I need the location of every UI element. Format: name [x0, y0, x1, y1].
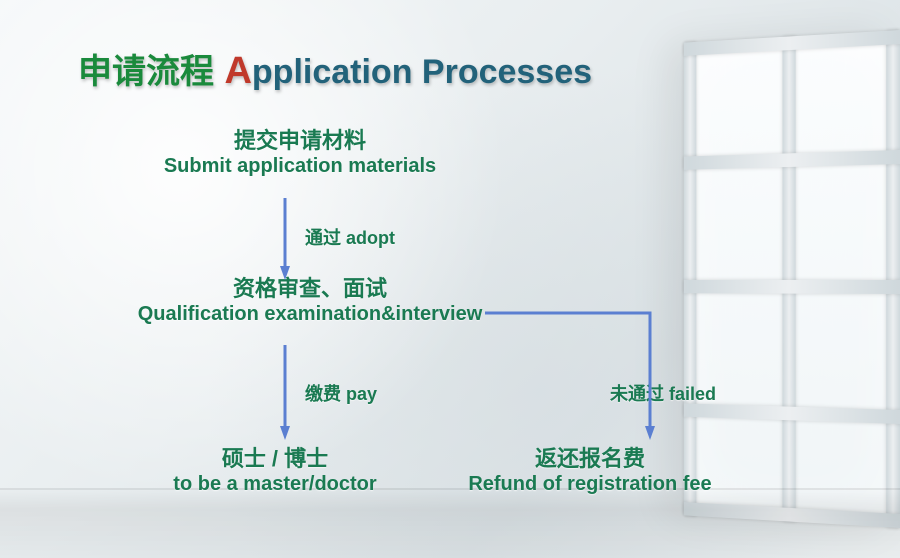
slide-background: { "title": { "cn": "申请流程", "a": "A", "en…: [0, 0, 900, 558]
arrow-failed: [0, 0, 900, 558]
